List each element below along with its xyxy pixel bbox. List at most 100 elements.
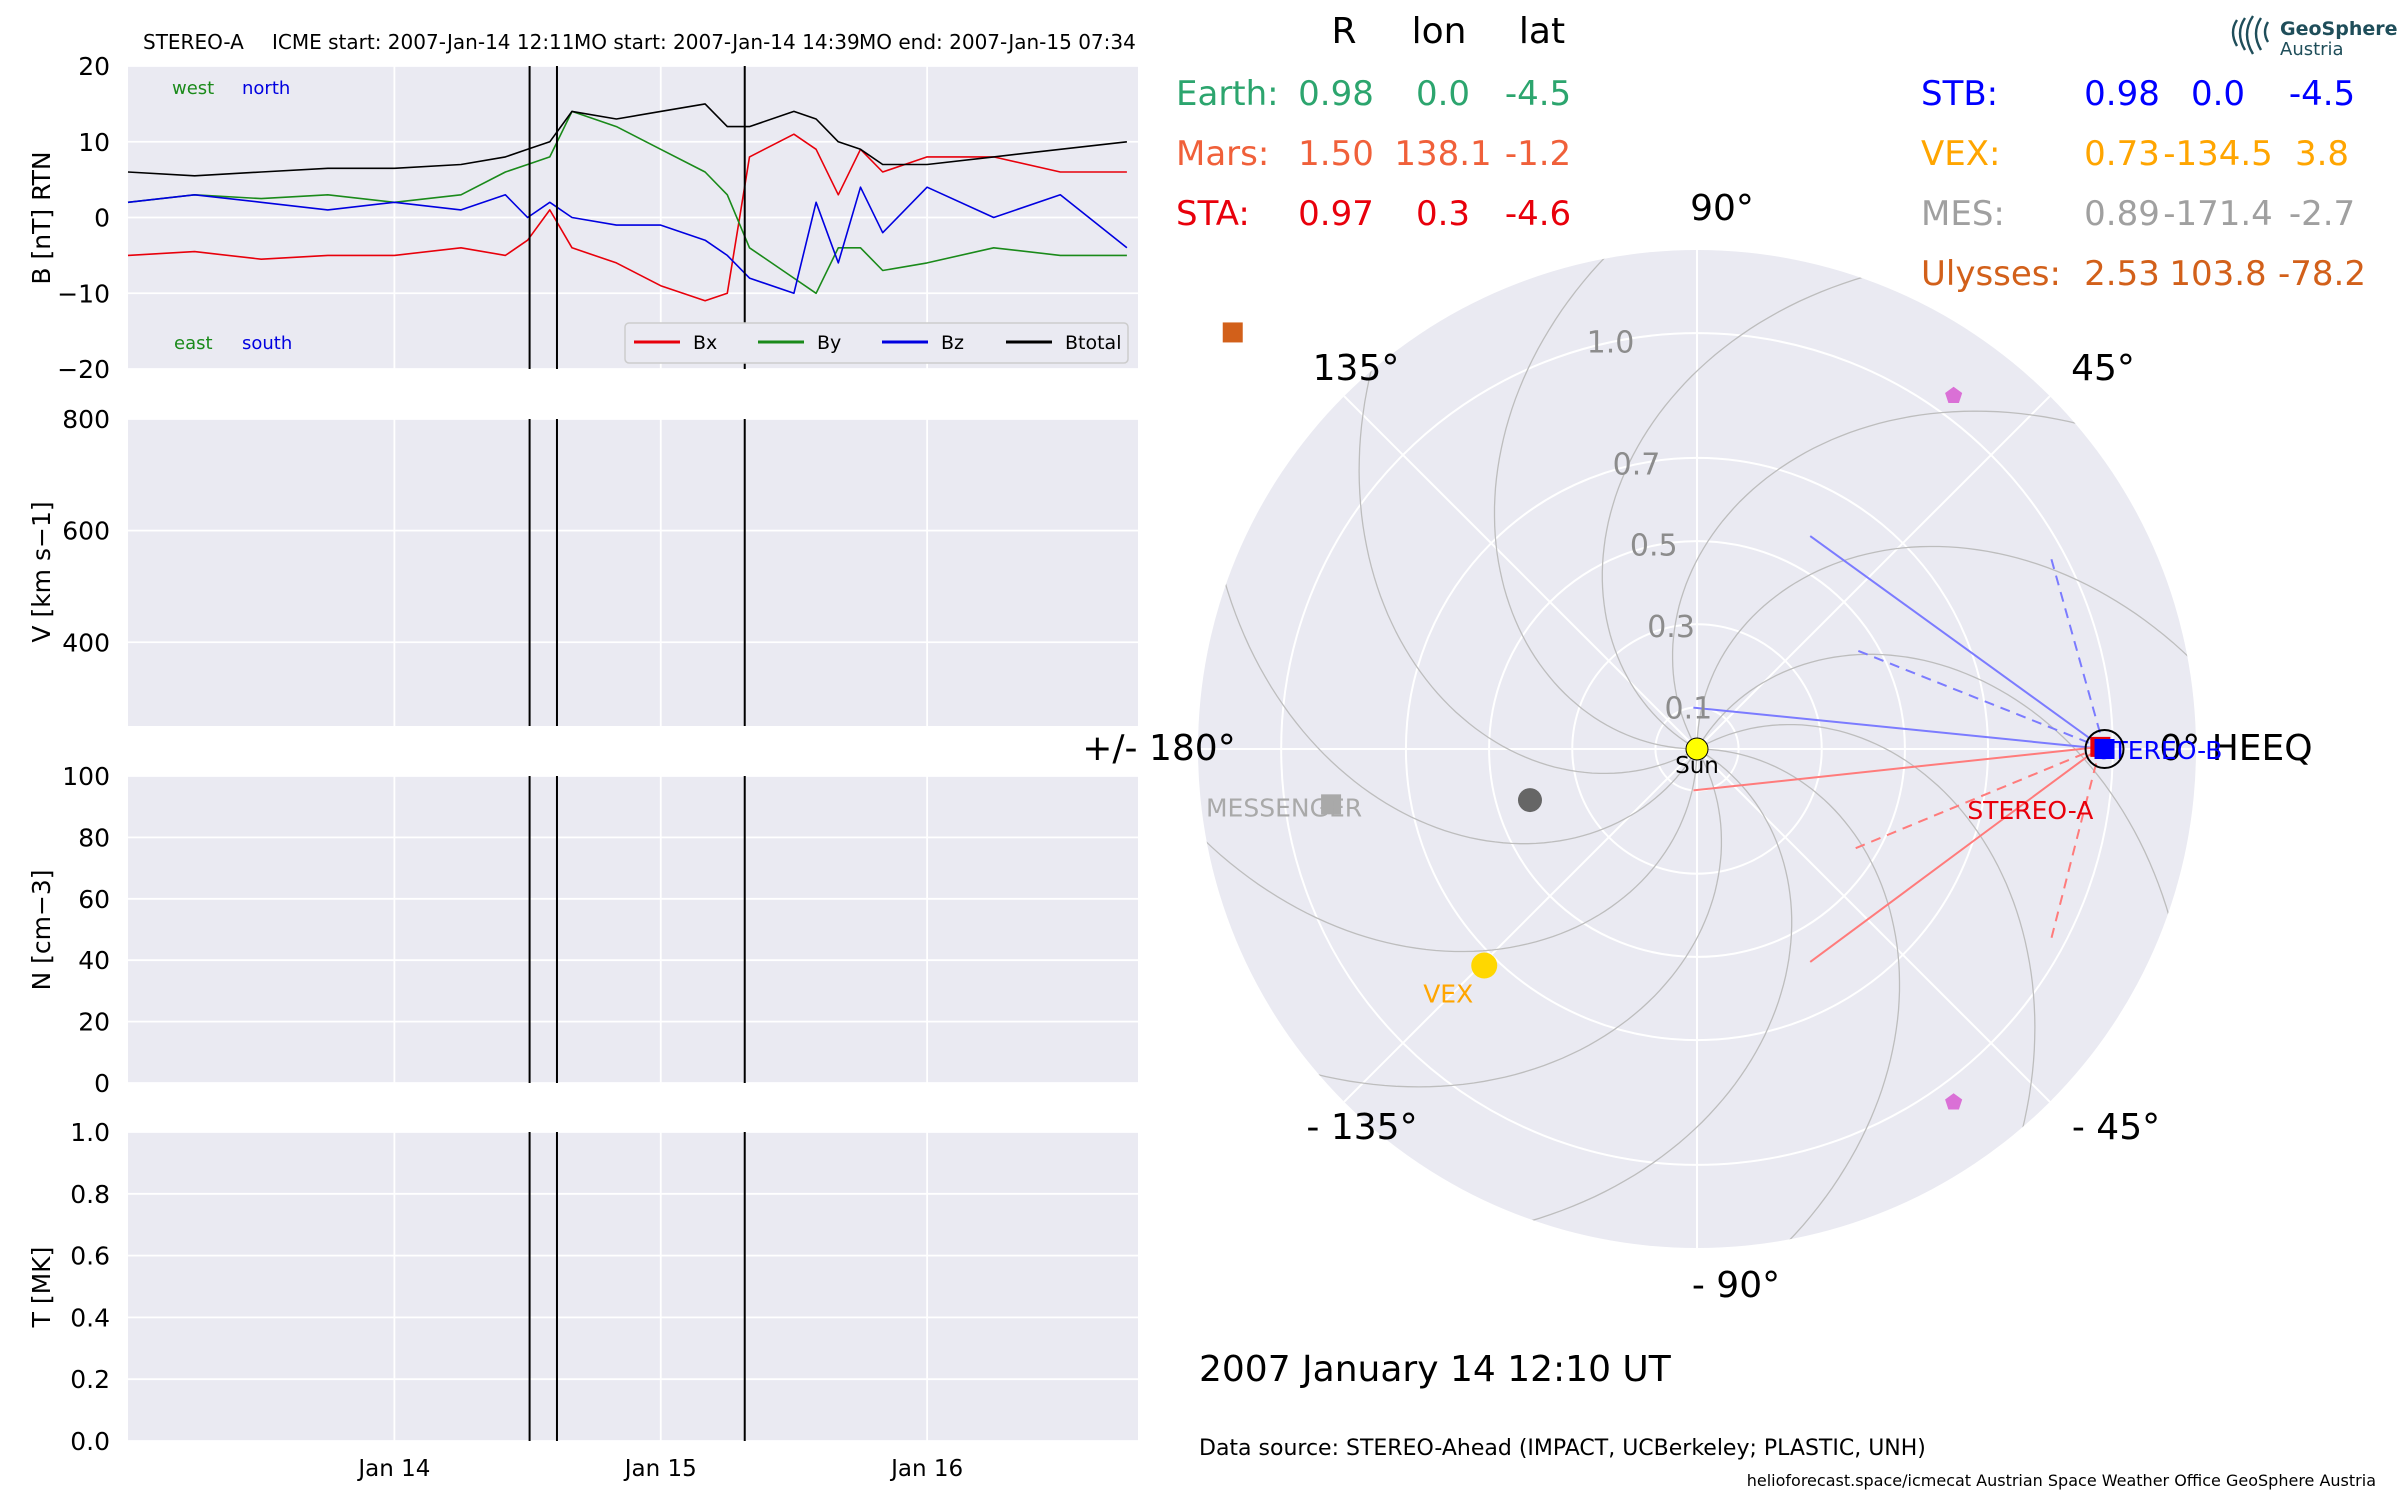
table-row-lat: -1.2 (1505, 134, 1571, 174)
table-row-lat: -4.5 (1505, 74, 1571, 114)
parker-spiral-line (1671, 410, 2196, 750)
ytick-label: 0.0 (70, 1427, 110, 1456)
parker-spiral-line (1696, 723, 2036, 1248)
parker-spiral-line (1400, 748, 1793, 1242)
temperature-event-lines (528, 1132, 746, 1441)
ytick-label: 0 (94, 204, 110, 233)
series-line-btotal (127, 103, 1127, 177)
table-row-r: 0.98 (1298, 74, 1374, 114)
angle-label: 45° (2071, 348, 2135, 389)
temperature-ylabel: T [MK] (27, 1247, 56, 1329)
polar-angle-labels: 90° 45° 0° HEEQ - 45° - 90° - 135° +/- 180° 135… (1082, 188, 2312, 1306)
body-vex (1471, 952, 1498, 979)
magnetic-field-event-lines (528, 66, 746, 369)
speed-grid (128, 418, 1138, 726)
angle-label: 90° (1690, 188, 1754, 229)
fov-line (1693, 706, 2105, 750)
table-row-r: 0.98 (2084, 74, 2160, 114)
table-row-name: STB: (1921, 74, 1998, 114)
table-row-lon: 138.1 (1394, 134, 1491, 174)
series-line-by (127, 110, 1127, 295)
angle-spoke (1696, 748, 2051, 1103)
table-row-name: Ulysses: (1921, 254, 2061, 294)
ytick-label: 0.6 (70, 1242, 110, 1271)
ytick-label: −10 (57, 279, 110, 308)
geosphere-logo-mark-icon (2231, 15, 2270, 55)
table-row-name: MES: (1921, 194, 2005, 234)
table-row-lon: -171.4 (2163, 194, 2273, 234)
ytick-label: 20 (78, 52, 110, 81)
event-header-spacecraft: STEREO-A (143, 30, 244, 54)
body-ulysses-north (1945, 386, 1963, 403)
series-line-bx (127, 133, 1127, 302)
table-row-r: 0.97 (1298, 194, 1374, 234)
density-panel: 100 80 60 40 20 0 N [cm−3] (27, 762, 1138, 1098)
body-label-stereo-a: STEREO-A (1967, 796, 2093, 825)
speed-axes-bg (128, 419, 1138, 726)
positions-table-right: STB: 0.98 0.0 -4.5 VEX: 0.73 -134.5 3.8 MES: 0.89… (1921, 74, 2366, 294)
parker-spiral-line (1601, 256, 1994, 750)
angle-label: - 90° (1692, 1265, 1780, 1306)
parker-spiral-line (1198, 737, 1698, 953)
ytick-label: 0 (94, 1069, 110, 1098)
density-axes-bg (128, 776, 1138, 1083)
annotation-north: north (242, 78, 290, 99)
body-mars (1222, 322, 1243, 343)
radial-label: 0.5 (1630, 529, 1678, 564)
legend-label-btotal: Btotal (1065, 332, 1121, 354)
table-header-r: R (1331, 11, 1356, 52)
ytick-label: 60 (78, 885, 110, 914)
radial-label: 0.3 (1647, 610, 1695, 645)
series-line-bz (127, 186, 1128, 295)
magnetic-field-grid (128, 65, 1138, 370)
legend-label-bx: Bx (693, 332, 717, 354)
speed-panel: 800 600 400 V [km s−1] (27, 405, 1138, 726)
magnetic-field-panel: 20 10 0 −10 −20 B [nT] RTN STEREO-A ICME sta… (27, 30, 1138, 384)
legend-frame (624, 322, 1129, 364)
speed-ylabel-main: V [km s−1] (27, 501, 56, 642)
temperature-grid (128, 1131, 1138, 1442)
speed-event-lines (528, 419, 746, 726)
ytick-label: 400 (62, 628, 110, 657)
fov-line (1809, 535, 2106, 750)
polar-bodies: Sun STEREO-A STEREO-B VEX MESSENGER (1206, 322, 2222, 1110)
logo-line1: GeoSphere (2280, 18, 2398, 40)
table-row-r: 2.53 (2084, 254, 2160, 294)
table-row-r: 0.73 (2084, 134, 2160, 174)
speed-yticks: 800 600 400 (62, 405, 110, 657)
fov-line (1809, 746, 2101, 963)
density-ylabel: N [cm−3] (27, 869, 56, 990)
radial-label: 1.0 (1587, 325, 1635, 360)
temperature-yticks: 1.0 0.8 0.6 0.4 0.2 0.0 (70, 1118, 110, 1456)
geosphere-logo: GeoSphere Austria (2231, 15, 2398, 60)
magnetic-field-series (127, 103, 1128, 302)
ytick-label: 1.0 (70, 1118, 110, 1147)
body-label-sun: Sun (1675, 753, 1719, 779)
ytick-label: 100 (62, 762, 110, 791)
timestamp: 2007 January 14 12:10 UT (1199, 1349, 1672, 1390)
table-row-name: Earth: (1176, 74, 1279, 114)
speed-ylabel: V [km s−1] (27, 501, 56, 642)
angle-spoke (1343, 395, 1698, 750)
logo-line2: Austria (2280, 39, 2344, 60)
xtick-label: Jan 14 (356, 1456, 430, 1482)
ytick-label: 80 (78, 823, 110, 852)
angle-spoke (1696, 395, 2051, 750)
annotation-east: east (174, 333, 213, 354)
fov-line (1855, 648, 2105, 750)
table-row-lon: -134.5 (2163, 134, 2273, 174)
ytick-label: 0.8 (70, 1180, 110, 1209)
body-sun (1685, 737, 1709, 761)
positions-table-left: Earth: 0.98 0.0 -4.5 Mars: 1.50 138.1 -1.2 STA: 0… (1176, 74, 1571, 234)
annotation-south: south (242, 333, 292, 354)
ytick-label: 600 (62, 517, 110, 546)
table-row-r: 1.50 (1298, 134, 1374, 174)
radial-label: 0.1 (1664, 691, 1712, 726)
magnetic-field-legend: Bx By Bz Btotal (624, 322, 1129, 364)
table-row-name: Mars: (1176, 134, 1269, 174)
ytick-label: 20 (78, 1008, 110, 1037)
ytick-label: 0.2 (70, 1365, 110, 1394)
temperature-axes-bg (128, 1132, 1138, 1441)
ytick-label: 800 (62, 405, 110, 434)
